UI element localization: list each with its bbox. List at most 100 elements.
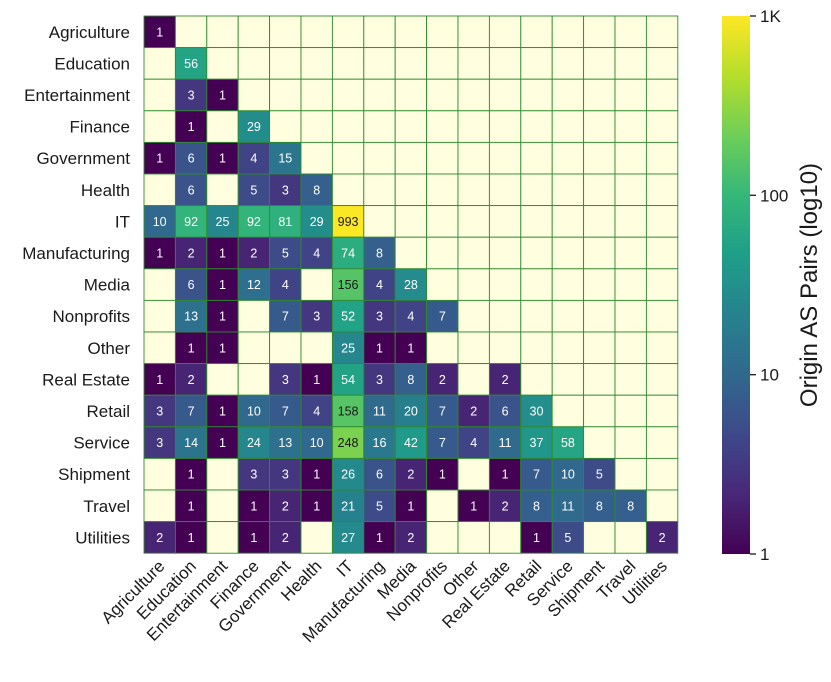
heatmap-cell-empty <box>331 110 365 143</box>
heatmap-cell <box>488 394 522 428</box>
heatmap-cell-value: 92 <box>247 215 261 229</box>
heatmap-cell-value: 1 <box>313 373 320 387</box>
heatmap-cell-empty <box>614 521 647 554</box>
heatmap-cell-empty <box>426 110 459 143</box>
heatmap-cell-value: 1 <box>376 531 383 545</box>
heatmap-cell <box>551 426 585 459</box>
row-tick-label: Agriculture <box>49 23 130 42</box>
heatmap-cell <box>206 331 239 365</box>
heatmap-cell-empty <box>143 78 176 112</box>
heatmap-cell-value: 8 <box>407 373 414 387</box>
heatmap-cell <box>426 363 459 396</box>
heatmap-cell-empty <box>206 173 239 207</box>
heatmap-cell <box>331 521 365 554</box>
row-tick-label: Other <box>87 339 130 358</box>
heatmap-cell-empty <box>206 47 239 80</box>
heatmap-cell-empty <box>206 15 239 49</box>
heatmap-cell-empty <box>457 15 490 49</box>
heatmap-cell-value: 30 <box>530 405 544 419</box>
heatmap-cell <box>206 236 239 270</box>
heatmap-cell-value: 10 <box>561 468 575 482</box>
heatmap-cell <box>300 489 333 523</box>
heatmap-cell <box>645 521 679 554</box>
heatmap-cell-empty <box>645 173 679 207</box>
heatmap-cell-empty <box>583 141 616 175</box>
heatmap-cell-value: 1 <box>188 499 195 513</box>
heatmap-cell-empty <box>583 78 616 112</box>
heatmap-cell-value: 4 <box>313 247 320 261</box>
heatmap-cell-value: 1 <box>188 341 195 355</box>
heatmap-cell-empty <box>457 205 490 238</box>
heatmap-cell <box>363 394 396 428</box>
heatmap-cell-empty <box>426 205 459 238</box>
heatmap-cell-value: 1 <box>470 499 477 513</box>
heatmap-cell <box>331 426 365 459</box>
heatmap-cell-value: 2 <box>502 373 509 387</box>
row-tick-label: Real Estate <box>42 370 130 389</box>
heatmap-cell-empty <box>645 331 679 365</box>
heatmap-cell <box>174 141 208 175</box>
heatmap-cell-value: 3 <box>282 373 289 387</box>
heatmap-cell-value: 4 <box>470 436 477 450</box>
heatmap-cell-value: 993 <box>338 215 359 229</box>
heatmap-cell-value: 1 <box>407 499 414 513</box>
heatmap-cell <box>174 47 208 80</box>
heatmap-cell-empty <box>614 299 647 333</box>
heatmap-cell <box>331 299 365 333</box>
heatmap-cell <box>488 363 522 396</box>
heatmap-cell-value: 2 <box>407 468 414 482</box>
heatmap-cell-empty <box>300 521 333 554</box>
heatmap-cell <box>300 426 333 459</box>
heatmap-cell <box>269 426 302 459</box>
heatmap-cell-empty <box>520 331 553 365</box>
heatmap-cell-value: 1 <box>188 468 195 482</box>
heatmap-cell-empty <box>551 47 585 80</box>
heatmap-cell-empty <box>143 268 176 301</box>
heatmap-cell-empty <box>488 521 522 554</box>
heatmap-cell-empty <box>331 47 365 80</box>
heatmap-cell-empty <box>488 78 522 112</box>
row-tick-label: Education <box>54 54 130 73</box>
heatmap-cell-value: 2 <box>659 531 666 545</box>
heatmap-cell-value: 1 <box>188 120 195 134</box>
heatmap-cell <box>174 299 208 333</box>
heatmap-cell-empty <box>457 299 490 333</box>
heatmap-cell-empty <box>269 15 302 49</box>
heatmap-cell-empty <box>614 78 647 112</box>
heatmap-cell-value: 1 <box>156 25 163 39</box>
heatmap-cell-empty <box>426 521 459 554</box>
heatmap-cell-empty <box>583 299 616 333</box>
heatmap-cell-empty <box>426 236 459 270</box>
heatmap-cell-value: 92 <box>184 215 198 229</box>
heatmap-cell-value: 1 <box>313 468 320 482</box>
heatmap-cell <box>363 331 396 365</box>
heatmap-cell-value: 3 <box>376 373 383 387</box>
heatmap-cell-empty <box>426 489 459 523</box>
heatmap-cell <box>394 457 428 491</box>
heatmap-cell-empty <box>300 331 333 365</box>
heatmap-cell-value: 6 <box>502 405 509 419</box>
heatmap-cell-empty <box>363 141 396 175</box>
heatmap-cell-empty <box>614 363 647 396</box>
heatmap-cell-value: 6 <box>376 468 383 482</box>
colorbar-tick-label: 10 <box>760 366 779 385</box>
heatmap-cell <box>363 363 396 396</box>
heatmap-cell-value: 1 <box>188 531 195 545</box>
heatmap-cell <box>394 299 428 333</box>
heatmap-cell <box>143 141 176 175</box>
heatmap-cell-empty <box>457 47 490 80</box>
heatmap-cell <box>143 363 176 396</box>
heatmap-cell-empty <box>583 521 616 554</box>
heatmap-cell <box>394 363 428 396</box>
heatmap-cell-empty <box>457 457 490 491</box>
heatmap-cell-empty <box>645 457 679 491</box>
heatmap-cell-value: 7 <box>282 310 289 324</box>
heatmap-cell-empty <box>300 268 333 301</box>
heatmap-cell-value: 28 <box>404 278 418 292</box>
heatmap-cell-empty <box>551 110 585 143</box>
heatmap-cell-empty <box>488 205 522 238</box>
heatmap-cell-empty <box>645 426 679 459</box>
heatmap-cell-value: 2 <box>282 531 289 545</box>
heatmap-cell-value: 1 <box>156 152 163 166</box>
